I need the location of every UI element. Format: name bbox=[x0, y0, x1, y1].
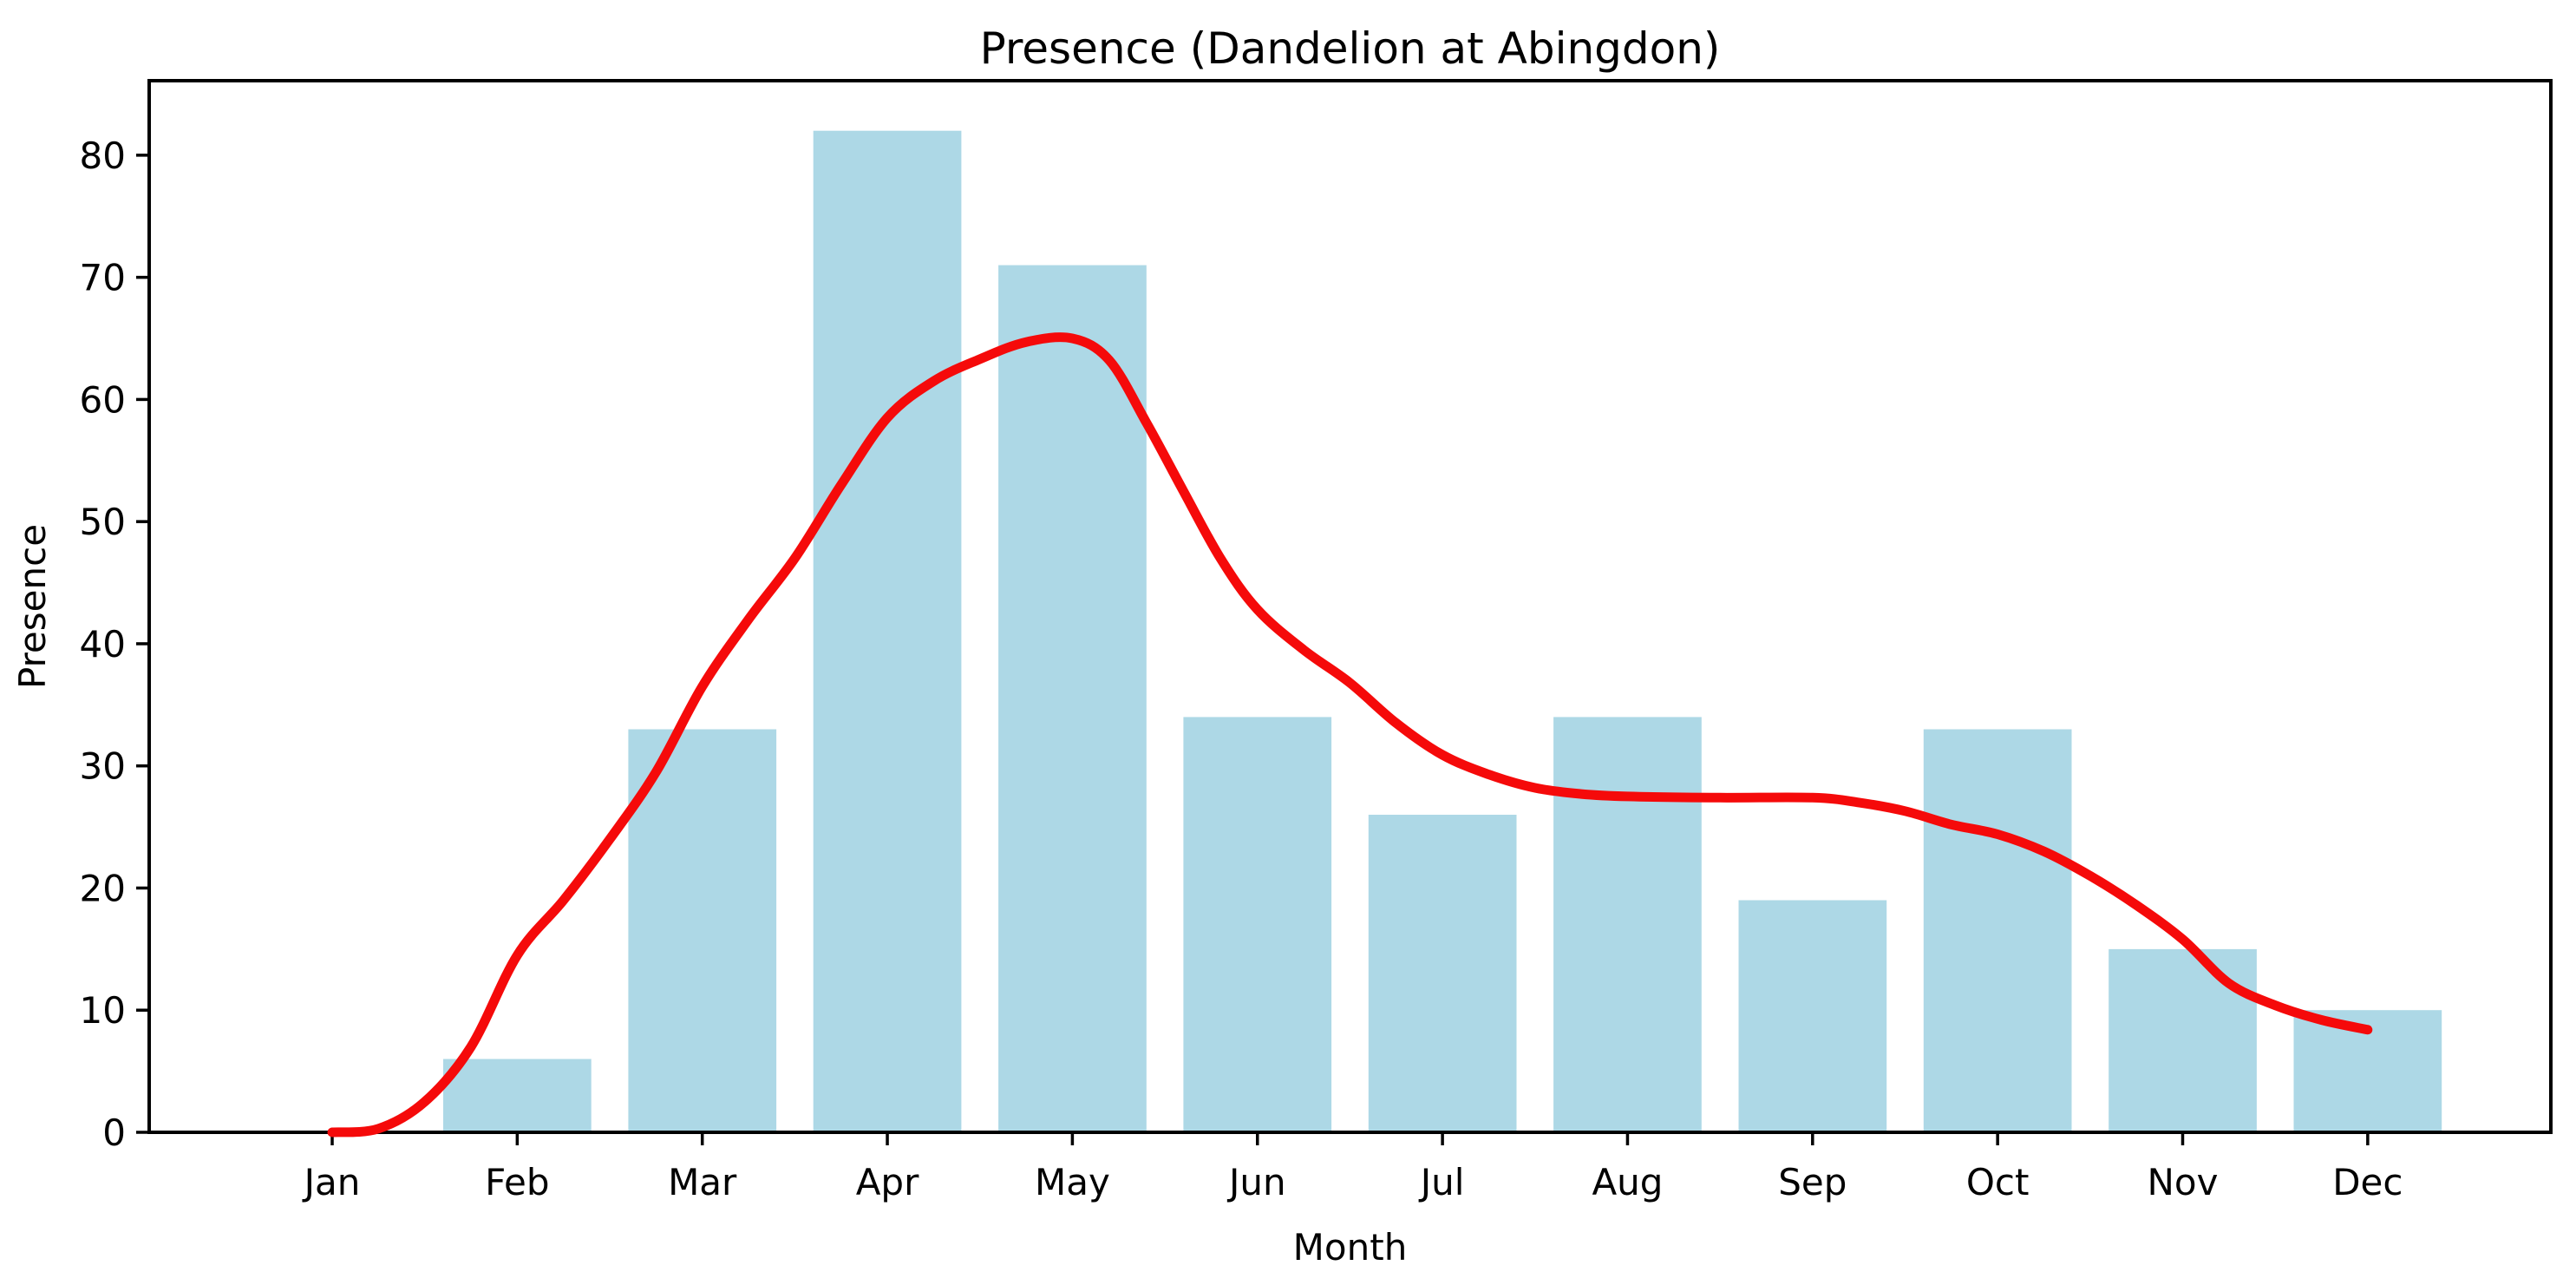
bar-feb bbox=[443, 1059, 592, 1132]
y-tick-label: 10 bbox=[80, 989, 126, 1032]
x-tick-label: Sep bbox=[1778, 1161, 1847, 1203]
bars bbox=[443, 130, 2442, 1133]
trend-line bbox=[327, 332, 2373, 1138]
bar-nov bbox=[2109, 948, 2257, 1132]
y-tick-label: 20 bbox=[80, 867, 126, 909]
y-tick-label: 80 bbox=[80, 134, 126, 177]
x-tick-label: Mar bbox=[668, 1161, 737, 1203]
plot-border bbox=[147, 79, 2553, 1134]
x-tick-label: Aug bbox=[1592, 1161, 1663, 1203]
x-tick-label: Jul bbox=[1418, 1161, 1465, 1203]
bar-may bbox=[998, 265, 1147, 1133]
bar-jun bbox=[1183, 717, 1332, 1132]
x-axis-label: Month bbox=[1293, 1226, 1408, 1269]
y-axis-label: Presence bbox=[11, 524, 54, 689]
x-tick-label: Dec bbox=[2332, 1161, 2403, 1203]
x-tick-label: Oct bbox=[1966, 1161, 2030, 1203]
x-tick-label: Nov bbox=[2148, 1161, 2219, 1203]
x-tick-label: Apr bbox=[856, 1161, 919, 1203]
bar-jul bbox=[1368, 815, 1517, 1132]
x-tick-label: Feb bbox=[485, 1161, 549, 1203]
y-tick-label: 50 bbox=[80, 501, 126, 543]
y-tick-label: 40 bbox=[80, 623, 126, 666]
x-tick-label: May bbox=[1035, 1161, 1110, 1203]
chart-title: Presence (Dandelion at Abingdon) bbox=[980, 23, 1721, 74]
bar-mar bbox=[628, 729, 777, 1132]
y-tick-label: 70 bbox=[80, 257, 126, 299]
bar-aug bbox=[1553, 717, 1702, 1132]
bar-apr bbox=[813, 130, 962, 1133]
y-tick-label: 0 bbox=[102, 1111, 126, 1154]
bar-oct bbox=[1923, 729, 2072, 1132]
bar-sep bbox=[1738, 900, 1887, 1132]
x-tick-label: Jan bbox=[302, 1161, 361, 1203]
y-tick-label: 60 bbox=[80, 378, 126, 421]
x-axis: Jan Feb Mar Apr May Jun Jul Aug Sep Oct Nov Dec bbox=[302, 1132, 2403, 1203]
y-axis: 0 10 20 30 40 50 60 70 80 bbox=[80, 134, 149, 1154]
x-tick-label: Jun bbox=[1226, 1161, 1286, 1203]
y-tick-label: 30 bbox=[80, 745, 126, 788]
